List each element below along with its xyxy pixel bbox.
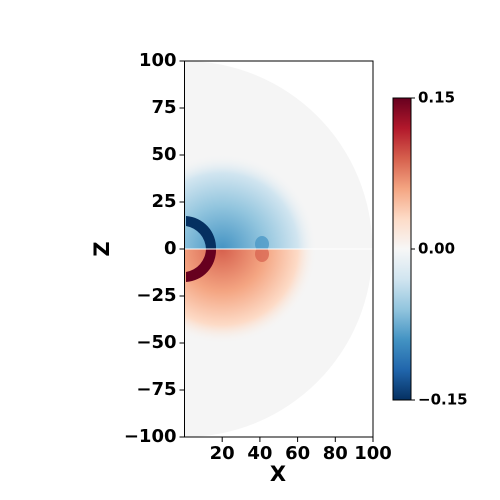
y-tick-label: 100 — [139, 50, 177, 71]
y-tick-label: 75 — [151, 97, 176, 118]
y-tick-label: −75 — [136, 379, 176, 400]
x-tick-label: 100 — [354, 443, 392, 464]
colorbar-tick-label: −0.15 — [418, 391, 468, 409]
colorbar-tick-label: 0.15 — [418, 89, 455, 107]
x-axis-label: X — [270, 462, 286, 486]
y-tick-label: 0 — [164, 238, 177, 259]
y-tick-label: −25 — [136, 285, 176, 306]
x-tick-label: 80 — [323, 443, 348, 464]
y-tick-label: 25 — [151, 191, 176, 212]
x-tick-label: 20 — [210, 443, 235, 464]
x-tick-label: 40 — [247, 443, 272, 464]
y-tick-label: −50 — [136, 332, 176, 353]
y-tick-label: −100 — [124, 426, 177, 447]
y-axis-label: Z — [90, 241, 114, 256]
field — [184, 61, 373, 437]
colorbar-tick-label: 0.00 — [418, 240, 455, 258]
x-tick-label: 60 — [285, 443, 310, 464]
colorbar — [392, 97, 412, 401]
y-tick-label: 50 — [151, 144, 176, 165]
